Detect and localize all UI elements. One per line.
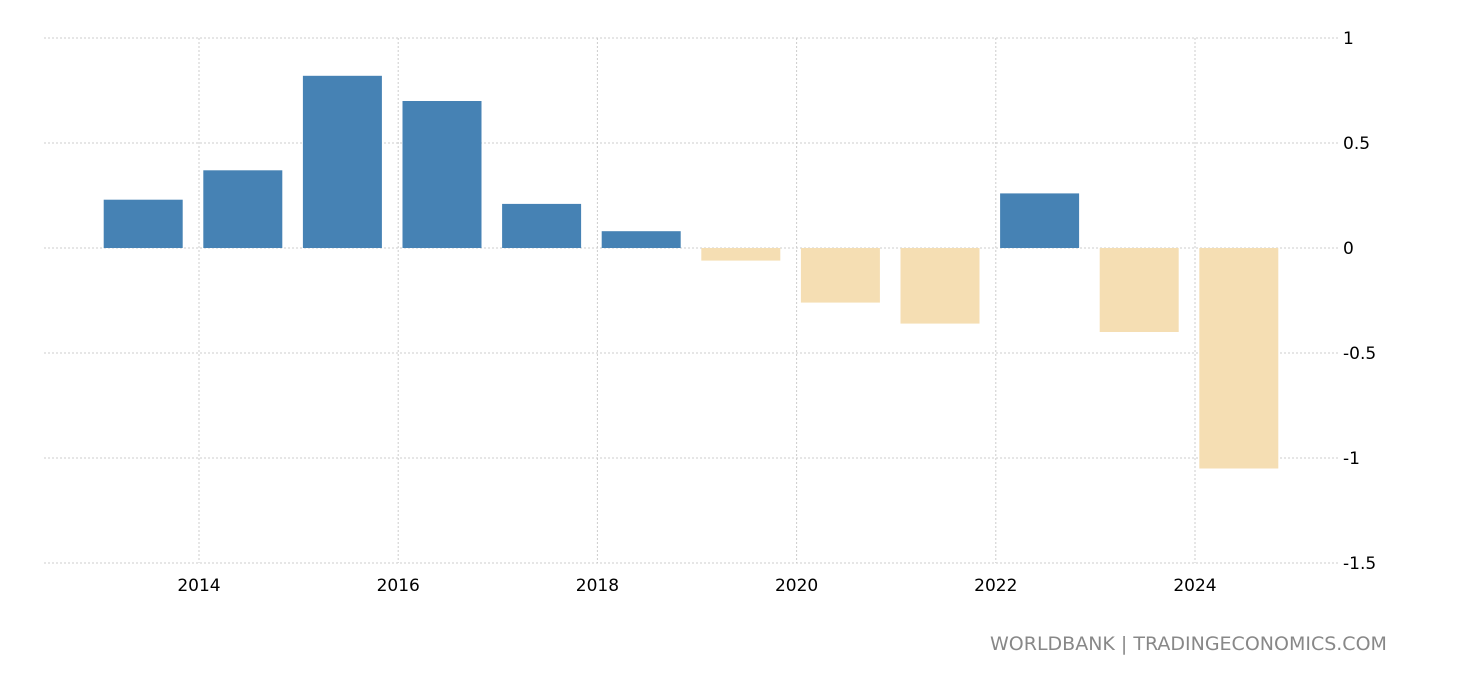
bars (103, 75, 1279, 469)
bar-2024[interactable] (1199, 248, 1279, 469)
x-tick-label: 2018 (576, 576, 619, 596)
x-tick-label: 2022 (974, 576, 1017, 596)
bar-2015[interactable] (302, 75, 382, 248)
x-tick-label: 2024 (1173, 576, 1216, 596)
bar-2018[interactable] (601, 231, 681, 248)
x-tick-label: 2014 (177, 576, 220, 596)
bar-2017[interactable] (502, 203, 582, 248)
bar-2022[interactable] (1000, 193, 1080, 248)
bar-2013[interactable] (103, 199, 183, 248)
x-tick-label: 2020 (775, 576, 818, 596)
y-tick-label: -0.5 (1343, 344, 1376, 364)
bar-2016[interactable] (402, 101, 482, 248)
bar-2020[interactable] (800, 248, 880, 303)
x-axis: 2014 2016 2018 2020 2022 2024 (177, 576, 1216, 596)
y-tick-label: 0.5 (1343, 134, 1370, 154)
bar-2019[interactable] (701, 248, 781, 261)
x-tick-label: 2016 (377, 576, 420, 596)
y-tick-label: 0 (1343, 239, 1354, 259)
y-axis: 1 0.5 0 -0.5 -1 -1.5 (1343, 29, 1376, 574)
bar-2021[interactable] (900, 248, 980, 324)
source-label: WORLDBANK | TRADINGECONOMICS.COM (990, 633, 1387, 655)
y-tick-label: -1.5 (1343, 554, 1376, 574)
bar-2023[interactable] (1099, 248, 1179, 332)
y-tick-label: -1 (1343, 449, 1360, 469)
bar-2014[interactable] (203, 170, 283, 248)
y-tick-label: 1 (1343, 29, 1354, 49)
